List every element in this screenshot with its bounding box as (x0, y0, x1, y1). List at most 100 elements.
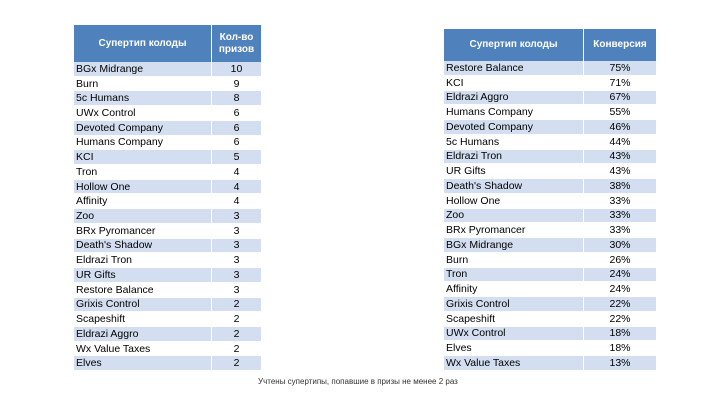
deck-name: Hollow One (74, 179, 212, 195)
table-row: UWx Control 6 (74, 106, 262, 121)
deck-name: Scapeshift (74, 312, 212, 327)
value-cell: 71% (584, 75, 657, 91)
table-row: Scapeshift 22% (444, 311, 657, 327)
deck-name: 5c Humans (444, 134, 584, 150)
table-row: Burn 26% (444, 252, 657, 268)
deck-name: Eldrazi Aggro (74, 326, 212, 342)
deck-name: KCI (444, 75, 584, 91)
table-row: KCI 71% (444, 75, 657, 91)
table-row: BRx Pyromancer 33% (444, 223, 657, 238)
value-cell: 22% (584, 297, 657, 312)
deck-name: Humans Company (444, 105, 584, 120)
deck-name: BGx Midrange (74, 62, 212, 77)
table-row: Tron 24% (444, 267, 657, 283)
value-cell: 4 (212, 194, 262, 210)
value-cell: 4 (212, 179, 262, 195)
value-cell: 38% (584, 179, 657, 194)
table-row: Tron 4 (74, 165, 262, 180)
deck-name: Eldrazi Aggro (444, 90, 584, 106)
table-row: UR Gifts 43% (444, 164, 657, 179)
table-row: Grixis Control 2 (74, 297, 262, 313)
value-cell: 2 (212, 312, 262, 327)
value-cell: 5 (212, 150, 262, 166)
deck-name: BRx Pyromancer (74, 223, 212, 239)
value-cell: 26% (584, 252, 657, 268)
table-row: Zoo 3 (74, 209, 262, 224)
header-cell: Конверсия (584, 29, 657, 61)
table-row: KCI 5 (74, 150, 262, 166)
table-row: 5c Humans 8 (74, 91, 262, 107)
value-cell: 46% (584, 120, 657, 135)
table-row: Elves 2 (74, 356, 262, 372)
table-row: Hollow One 4 (74, 179, 262, 195)
deck-name: Tron (444, 267, 584, 283)
value-cell: 18% (584, 326, 657, 342)
deck-name: Affinity (74, 194, 212, 210)
value-cell: 44% (584, 134, 657, 150)
value-cell: 3 (212, 238, 262, 254)
table-row: Wx Value Taxes 2 (74, 341, 262, 357)
table-row: Devoted Company 46% (444, 120, 657, 135)
table-row: Wx Value Taxes 13% (444, 356, 657, 371)
value-cell: 9 (212, 76, 262, 92)
table-row: Humans Company 55% (444, 105, 657, 120)
table-row: BGx Midrange 30% (444, 238, 657, 253)
deck-name: Tron (74, 165, 212, 180)
table-row: Humans Company 6 (74, 135, 262, 151)
deck-name: UR Gifts (74, 268, 212, 283)
value-cell: 43% (584, 164, 657, 179)
value-cell: 3 (212, 253, 262, 269)
value-cell: 3 (212, 268, 262, 283)
deck-name: Scapeshift (444, 311, 584, 327)
value-cell: 10 (212, 62, 262, 77)
value-cell: 2 (212, 341, 262, 357)
deck-name: Affinity (444, 282, 584, 297)
header-row: Супертип колоды Конверсия (444, 29, 657, 61)
deck-name: Grixis Control (74, 297, 212, 313)
deck-name: Devoted Company (444, 120, 584, 135)
table-row: Burn 9 (74, 76, 262, 92)
table-row: Eldrazi Aggro 2 (74, 326, 262, 342)
value-cell: 6 (212, 106, 262, 121)
deck-name: Hollow One (444, 193, 584, 209)
value-cell: 55% (584, 105, 657, 120)
value-cell: 18% (584, 341, 657, 356)
table-row: Eldrazi Aggro 67% (444, 90, 657, 106)
footnote: Учтены супертипы, попавшие в призы не ме… (258, 377, 458, 386)
deck-name: UR Gifts (444, 164, 584, 179)
value-cell: 30% (584, 238, 657, 253)
conversion-table: Супертип колоды Конверсия Restore Balance 7… (444, 29, 657, 371)
deck-name: Death's Shadow (74, 238, 212, 254)
deck-name: Zoo (444, 208, 584, 224)
value-cell: 22% (584, 311, 657, 327)
table-row: UR Gifts 3 (74, 268, 262, 283)
value-cell: 3 (212, 282, 262, 298)
table-row: Affinity 24% (444, 282, 657, 297)
value-cell: 43% (584, 149, 657, 165)
value-cell: 6 (212, 135, 262, 151)
header-cell: Супертип колоды (444, 29, 584, 61)
deck-name: Eldrazi Tron (74, 253, 212, 269)
table-row: Restore Balance 3 (74, 282, 262, 298)
table-row: BGx Midrange 10 (74, 62, 262, 77)
table-row: Zoo 33% (444, 208, 657, 224)
deck-name: Humans Company (74, 135, 212, 151)
deck-name: BRx Pyromancer (444, 223, 584, 238)
deck-name: Elves (444, 341, 584, 356)
table-row: Death's Shadow 38% (444, 179, 657, 194)
value-cell: 33% (584, 223, 657, 238)
value-cell: 67% (584, 90, 657, 106)
deck-name: Restore Balance (74, 282, 212, 298)
value-cell: 33% (584, 208, 657, 224)
header-row: Супертип колоды Кол-во призов (74, 25, 262, 62)
deck-name: Grixis Control (444, 297, 584, 312)
value-cell: 24% (584, 282, 657, 297)
table-row: Eldrazi Tron 3 (74, 253, 262, 269)
deck-name: KCI (74, 150, 212, 166)
value-cell: 3 (212, 223, 262, 239)
value-cell: 24% (584, 267, 657, 283)
table-row: Death's Shadow 3 (74, 238, 262, 254)
table-row: Grixis Control 22% (444, 297, 657, 312)
header-cell: Супертип колоды (74, 25, 212, 62)
deck-name: Eldrazi Tron (444, 149, 584, 165)
